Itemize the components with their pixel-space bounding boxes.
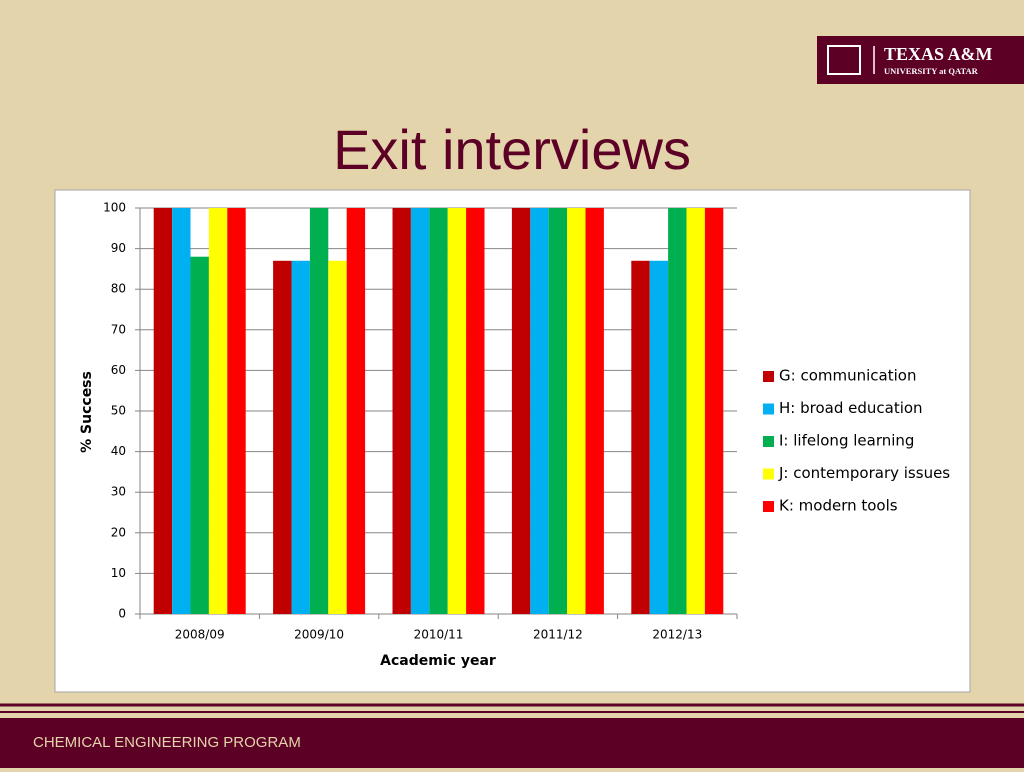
y-tick-label: 50 — [111, 404, 126, 418]
bar — [190, 256, 209, 614]
bar — [466, 208, 485, 614]
bar — [346, 208, 366, 614]
y-tick-label: 70 — [111, 322, 126, 336]
legend-swatch — [763, 436, 774, 447]
x-tick-label: 2012/13 — [652, 628, 702, 642]
slide-title: Exit interviews — [333, 118, 691, 181]
bar — [328, 260, 347, 614]
bar — [649, 260, 669, 614]
legend-label: J: contemporary issues — [778, 464, 950, 482]
y-tick-label: 60 — [111, 363, 126, 377]
x-tick-label: 2010/11 — [414, 628, 464, 642]
y-tick-label: 100 — [103, 201, 126, 215]
y-tick-label: 90 — [111, 241, 126, 255]
legend-swatch — [763, 468, 774, 480]
legend-label: G: communication — [779, 367, 916, 385]
x-tick-label: 2008/09 — [175, 628, 225, 642]
footer-band — [0, 718, 1024, 768]
y-tick-label: 40 — [111, 444, 126, 458]
bar — [208, 208, 228, 614]
y-tick-label: 30 — [111, 485, 126, 499]
bar — [704, 208, 724, 614]
bar — [548, 208, 568, 614]
legend-swatch — [763, 501, 774, 512]
y-axis-title: % Success — [79, 371, 95, 453]
x-tick-label: 2011/12 — [533, 628, 583, 642]
bar — [567, 208, 586, 614]
y-tick-label: 0 — [118, 607, 126, 621]
bar — [410, 208, 430, 614]
bar — [273, 260, 292, 614]
bar — [447, 208, 467, 614]
legend-swatch — [763, 403, 774, 415]
bar — [392, 208, 411, 614]
legend-label: I: lifelong learning — [779, 432, 914, 450]
legend-swatch — [763, 371, 774, 382]
y-tick-label: 80 — [111, 282, 126, 296]
bar — [686, 208, 705, 614]
bar — [631, 260, 650, 614]
legend-label: H: broad education — [779, 399, 923, 417]
bar — [585, 208, 604, 614]
logo-subname: UNIVERSITY at QATAR — [884, 66, 979, 76]
logo-name: TEXAS A&M — [884, 44, 993, 64]
logo-mark — [827, 45, 861, 75]
footer-text: CHEMICAL ENGINEERING PROGRAM — [33, 734, 301, 751]
bar — [530, 208, 549, 614]
bar — [227, 208, 246, 614]
bar — [429, 208, 448, 614]
legend-label: K: modern tools — [779, 497, 898, 515]
y-tick-label: 20 — [111, 525, 126, 539]
y-tick-label: 10 — [111, 566, 126, 580]
bar — [153, 208, 173, 614]
logo-box — [817, 36, 1024, 84]
bar — [172, 208, 191, 614]
bar — [291, 260, 310, 614]
bar — [668, 208, 687, 614]
x-axis-title: Academic year — [380, 653, 496, 669]
x-tick-label: 2009/10 — [294, 628, 344, 642]
bar — [511, 208, 531, 614]
plot: 0 10 20 30 40 50 60 70 80 90 100 2008/09 2009/10 2010… — [103, 201, 950, 642]
bar — [309, 208, 329, 614]
